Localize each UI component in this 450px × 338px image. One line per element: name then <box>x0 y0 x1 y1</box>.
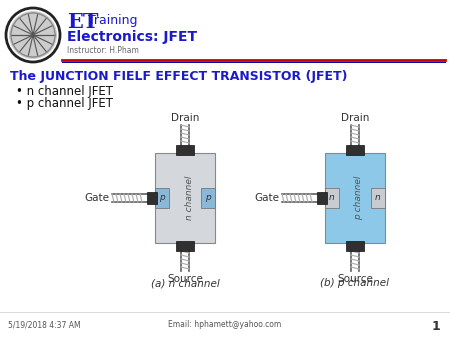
Text: Instructor: H.Pham: Instructor: H.Pham <box>67 46 139 55</box>
Bar <box>346 145 364 155</box>
Text: p channel: p channel <box>355 176 364 220</box>
Text: • n channel JFET: • n channel JFET <box>16 85 113 98</box>
Text: Drain: Drain <box>341 113 369 123</box>
Text: Training: Training <box>88 14 138 27</box>
Text: (b) p channel: (b) p channel <box>320 278 390 288</box>
Bar <box>371 188 385 208</box>
Text: n: n <box>329 193 335 202</box>
Text: The JUNCTION FIELF EFFECT TRANSISTOR (JFET): The JUNCTION FIELF EFFECT TRANSISTOR (JF… <box>10 70 347 83</box>
Text: Drain: Drain <box>171 113 199 123</box>
Text: (a) n channel: (a) n channel <box>151 278 220 288</box>
Text: Gate: Gate <box>254 193 279 203</box>
Text: Source: Source <box>167 274 203 284</box>
Text: • p channel JFET: • p channel JFET <box>16 97 113 110</box>
Bar <box>176 241 194 251</box>
Text: p: p <box>159 193 165 202</box>
Text: 1: 1 <box>431 320 440 333</box>
Text: n: n <box>375 193 381 202</box>
Bar <box>147 192 157 204</box>
Bar <box>176 145 194 155</box>
Bar <box>325 153 385 243</box>
Circle shape <box>9 11 57 59</box>
Bar <box>317 192 327 204</box>
Text: Gate: Gate <box>84 193 109 203</box>
Text: Source: Source <box>337 274 373 284</box>
Text: 5/19/2018 4:37 AM: 5/19/2018 4:37 AM <box>8 320 81 329</box>
Text: Email: hphamett@yahoo.com: Email: hphamett@yahoo.com <box>168 320 282 329</box>
Bar <box>346 241 364 251</box>
Text: p: p <box>205 193 211 202</box>
Bar <box>325 188 339 208</box>
Text: Electronics: JFET: Electronics: JFET <box>67 30 197 44</box>
Bar <box>155 188 169 208</box>
Bar <box>155 153 215 243</box>
Text: ET: ET <box>67 12 99 32</box>
Text: n channel: n channel <box>184 176 194 220</box>
Bar <box>201 188 215 208</box>
